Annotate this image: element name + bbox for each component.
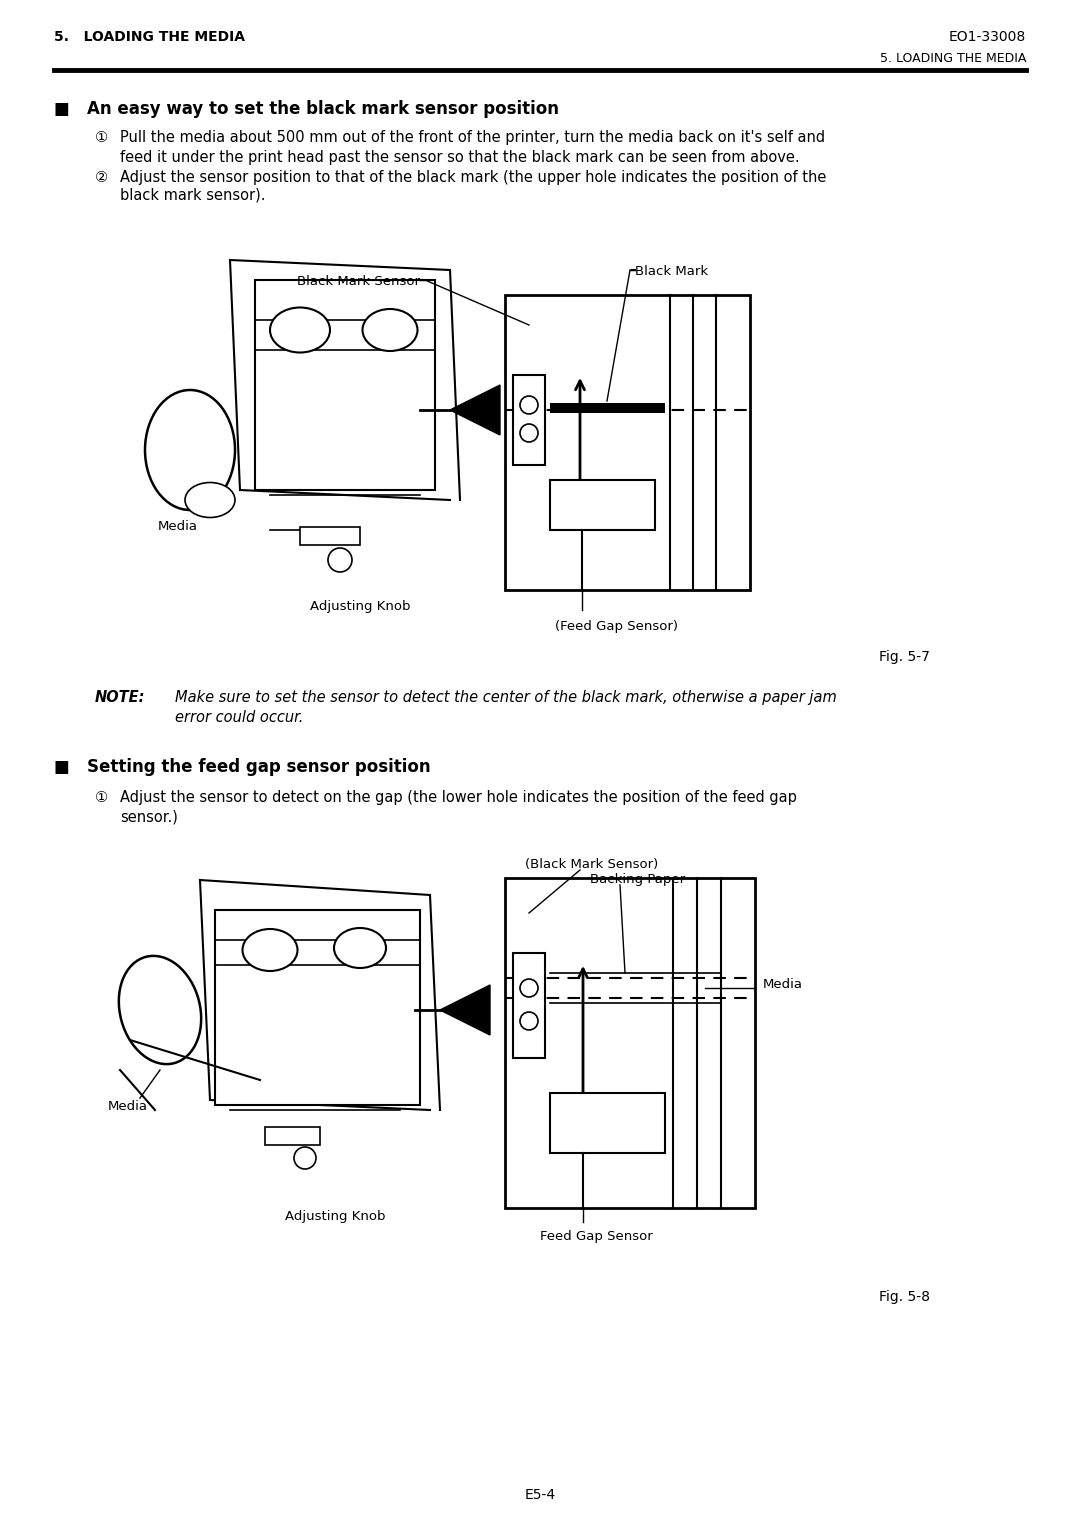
Circle shape	[519, 1013, 538, 1029]
Text: Backing Paper: Backing Paper	[590, 872, 685, 886]
Text: E5-4: E5-4	[525, 1488, 555, 1502]
Polygon shape	[440, 985, 490, 1035]
Text: sensor.): sensor.)	[120, 810, 178, 825]
Ellipse shape	[119, 956, 201, 1064]
Bar	[215, 910, 420, 1106]
Text: ①: ①	[95, 130, 108, 145]
Text: 5. LOADING THE MEDIA: 5. LOADING THE MEDIA	[879, 52, 1026, 66]
Ellipse shape	[243, 929, 297, 971]
Text: error could occur.: error could occur.	[175, 711, 303, 724]
Text: feed it under the print head past the sensor so that the black mark can be seen : feed it under the print head past the se…	[120, 149, 799, 165]
Bar	[550, 403, 665, 413]
Text: Pull the media about 500 mm out of the front of the printer, turn the media back: Pull the media about 500 mm out of the f…	[120, 130, 825, 145]
Text: Make sure to set the sensor to detect the center of the black mark, otherwise a : Make sure to set the sensor to detect th…	[175, 689, 837, 705]
Bar	[255, 281, 435, 490]
Text: Black Mark: Black Mark	[635, 265, 708, 278]
Text: Feed Gap Sensor: Feed Gap Sensor	[540, 1231, 652, 1243]
Polygon shape	[450, 384, 500, 435]
Bar	[550, 480, 654, 531]
Ellipse shape	[270, 308, 330, 352]
Bar	[505, 878, 755, 1208]
Text: 5.   LOADING THE MEDIA: 5. LOADING THE MEDIA	[54, 30, 245, 44]
Ellipse shape	[185, 482, 235, 517]
Text: EO1-33008: EO1-33008	[948, 30, 1026, 44]
Text: Black Mark Sensor: Black Mark Sensor	[297, 274, 420, 288]
Circle shape	[519, 424, 538, 442]
Ellipse shape	[334, 929, 386, 968]
Text: black mark sensor).: black mark sensor).	[120, 188, 266, 203]
Text: Fig. 5-8: Fig. 5-8	[879, 1290, 930, 1304]
Bar	[265, 1127, 320, 1145]
Circle shape	[328, 547, 352, 572]
Circle shape	[519, 396, 538, 413]
Text: ②: ②	[95, 169, 108, 185]
Bar	[505, 294, 750, 590]
Text: ■   Setting the feed gap sensor position: ■ Setting the feed gap sensor position	[54, 758, 431, 776]
Text: Adjust the sensor to detect on the gap (the lower hole indicates the position of: Adjust the sensor to detect on the gap (…	[120, 790, 797, 805]
Text: (Feed Gap Sensor): (Feed Gap Sensor)	[555, 621, 678, 633]
Circle shape	[519, 979, 538, 997]
Bar	[513, 953, 545, 1058]
Text: ■   An easy way to set the black mark sensor position: ■ An easy way to set the black mark sens…	[54, 101, 559, 117]
Text: Adjust the sensor position to that of the black mark (the upper hole indicates t: Adjust the sensor position to that of th…	[120, 169, 826, 185]
Bar	[300, 528, 360, 544]
Text: Adjusting Knob: Adjusting Knob	[310, 599, 410, 613]
Text: ①: ①	[95, 790, 108, 805]
Text: Media: Media	[762, 978, 804, 991]
Ellipse shape	[363, 310, 418, 351]
Text: (Black Mark Sensor): (Black Mark Sensor)	[525, 859, 658, 871]
Circle shape	[294, 1147, 316, 1170]
Text: Media: Media	[158, 520, 198, 534]
Ellipse shape	[145, 390, 235, 509]
Text: Adjusting Knob: Adjusting Knob	[285, 1209, 386, 1223]
Text: Fig. 5-7: Fig. 5-7	[879, 650, 930, 663]
Bar	[513, 375, 545, 465]
Text: NOTE:: NOTE:	[95, 689, 146, 705]
Text: Media: Media	[108, 1100, 148, 1113]
Bar	[550, 1093, 665, 1153]
